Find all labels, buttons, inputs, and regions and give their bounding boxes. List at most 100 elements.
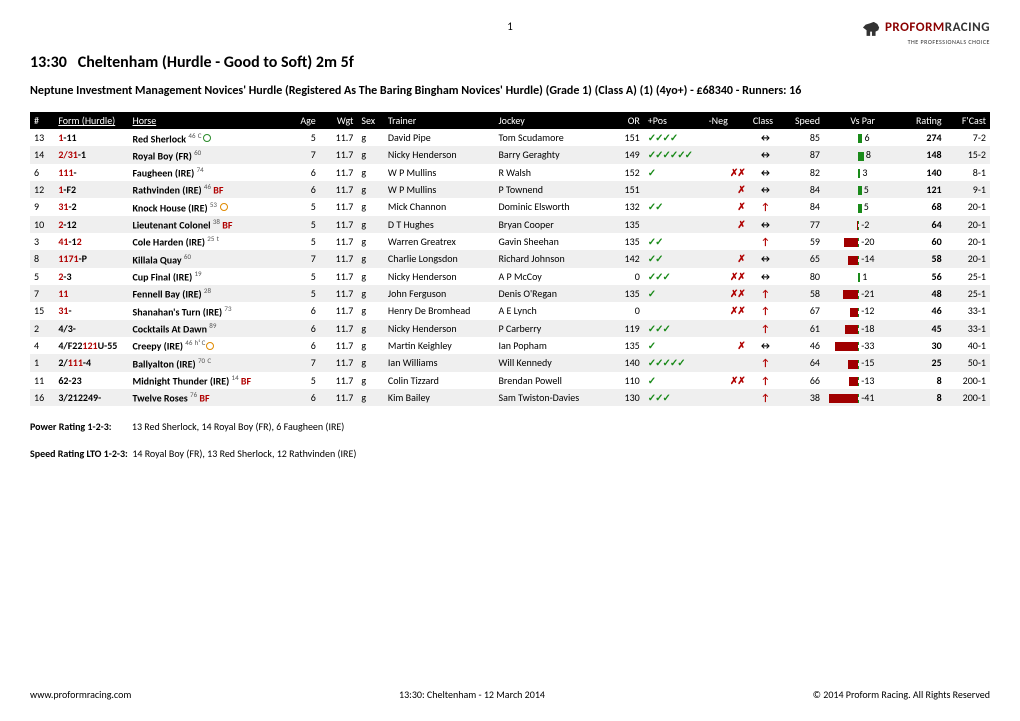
cell-form: 41-12: [54, 233, 128, 250]
cell-neg: ✗: [705, 198, 749, 215]
cell-sex: g: [357, 181, 384, 198]
cell-form: 31-2: [54, 198, 128, 215]
cell-fcast: 33-1: [946, 320, 990, 337]
cell-class: ↑: [749, 233, 782, 250]
cell-pos: ✓✓✓: [644, 320, 705, 337]
cell-or: 149: [611, 146, 644, 163]
cell-jockey: P Townend: [494, 181, 610, 198]
cell-rating: 64: [901, 216, 945, 233]
cell-class: ↑: [749, 389, 782, 406]
cell-trainer: Colin Tizzard: [384, 372, 495, 389]
cell-speed: 85: [782, 129, 824, 146]
cell-pos: ✓✓✓: [644, 389, 705, 406]
cell-pos: [644, 302, 705, 319]
cell-sex: g: [357, 302, 384, 319]
cell-wgt: 11.7: [320, 372, 358, 389]
cell-sex: g: [357, 198, 384, 215]
cell-speed: 67: [782, 302, 824, 319]
cell-jockey: A E Lynch: [494, 302, 610, 319]
cell-horse: Rathvinden (IRE) 46 BF: [128, 181, 288, 198]
cell-rating: 30: [901, 337, 945, 354]
cell-jockey: Dominic Elsworth: [494, 198, 610, 215]
cell-class: ↔: [749, 268, 782, 285]
cell-pos: ✓: [644, 285, 705, 302]
cell-fcast: 50-1: [946, 354, 990, 371]
cell-jockey: Denis O'Regan: [494, 285, 610, 302]
cell-rating: 48: [901, 285, 945, 302]
cell-horse: Creepy (IRE) 46 h¹ C: [128, 337, 288, 354]
table-row: 131-11Red Sherlock 46 C511.7gDavid PipeT…: [30, 129, 990, 146]
cell-speed: 38: [782, 389, 824, 406]
cell-jockey: P Carberry: [494, 320, 610, 337]
cell-speed: 64: [782, 354, 824, 371]
cell-class: ↔: [749, 164, 782, 181]
cell-num: 8: [30, 250, 54, 267]
cell-class: ↑: [749, 372, 782, 389]
logo-tagline: THE PROFESSIONALS CHOICE: [908, 38, 990, 46]
cell-neg: [705, 320, 749, 337]
racecard-table: #Form (Hurdle)HorseAgeWgtSexTrainerJocke…: [30, 112, 990, 406]
cell-age: 6: [289, 164, 320, 181]
cell-class: ↑: [749, 198, 782, 215]
cell-speed: 66: [782, 372, 824, 389]
cell-horse: Cocktails At Dawn 89: [128, 320, 288, 337]
cell-sex: g: [357, 146, 384, 163]
cell-neg: [705, 233, 749, 250]
cell-age: 5: [289, 268, 320, 285]
cell-class: ↔: [749, 216, 782, 233]
cell-jockey: Brendan Powell: [494, 372, 610, 389]
cell-horse: Faugheen (IRE) 74: [128, 164, 288, 181]
cell-neg: [705, 354, 749, 371]
col-header: Sex: [357, 112, 384, 129]
cell-form: 11: [54, 285, 128, 302]
cell-form: 3/212249-: [54, 389, 128, 406]
cell-fcast: 200-1: [946, 372, 990, 389]
cell-sex: g: [357, 337, 384, 354]
cell-fcast: 20-1: [946, 233, 990, 250]
cell-jockey: A P McCoy: [494, 268, 610, 285]
cell-horse: Cup Final (IRE) 19: [128, 268, 288, 285]
cell-trainer: D T Hughes: [384, 216, 495, 233]
cell-class: ↑: [749, 320, 782, 337]
cell-wgt: 11.7: [320, 320, 358, 337]
cell-sex: g: [357, 372, 384, 389]
cell-rating: 45: [901, 320, 945, 337]
cell-par: 5: [824, 198, 901, 215]
cell-par: -2: [824, 216, 901, 233]
cell-neg: ✗: [705, 181, 749, 198]
cell-wgt: 11.7: [320, 250, 358, 267]
cell-wgt: 11.7: [320, 302, 358, 319]
cell-speed: 77: [782, 216, 824, 233]
cell-pos: ✓: [644, 372, 705, 389]
cell-par: -20: [824, 233, 901, 250]
cell-or: 152: [611, 164, 644, 181]
cell-wgt: 11.7: [320, 337, 358, 354]
col-header: -Neg: [705, 112, 749, 129]
cell-age: 5: [289, 372, 320, 389]
cell-speed: 61: [782, 320, 824, 337]
cell-num: 12: [30, 181, 54, 198]
cell-form: 31-: [54, 302, 128, 319]
cell-class: ↑: [749, 285, 782, 302]
race-subtitle: Neptune Investment Management Novices' H…: [30, 84, 990, 98]
cell-class: ↔: [749, 250, 782, 267]
cell-par: -33: [824, 337, 901, 354]
cell-par: -15: [824, 354, 901, 371]
cell-sex: g: [357, 233, 384, 250]
table-row: 52-3Cup Final (IRE) 19511.7gNicky Hender…: [30, 268, 990, 285]
table-row: 6111-Faugheen (IRE) 74611.7gW P MullinsR…: [30, 164, 990, 181]
cell-par: -18: [824, 320, 901, 337]
cell-num: 16: [30, 389, 54, 406]
cell-pos: [644, 216, 705, 233]
cell-class: ↔: [749, 337, 782, 354]
cell-par: 5: [824, 181, 901, 198]
cell-form: 4/3-: [54, 320, 128, 337]
cell-fcast: 9-1: [946, 181, 990, 198]
cell-or: 151: [611, 181, 644, 198]
cell-horse: Twelve Roses 76 BF: [128, 389, 288, 406]
page-footer: www.proformracing.com 13:30: Cheltenham …: [30, 688, 990, 701]
col-header: Speed: [782, 112, 824, 129]
cell-fcast: 20-1: [946, 216, 990, 233]
cell-wgt: 11.7: [320, 181, 358, 198]
cell-pos: ✓: [644, 164, 705, 181]
